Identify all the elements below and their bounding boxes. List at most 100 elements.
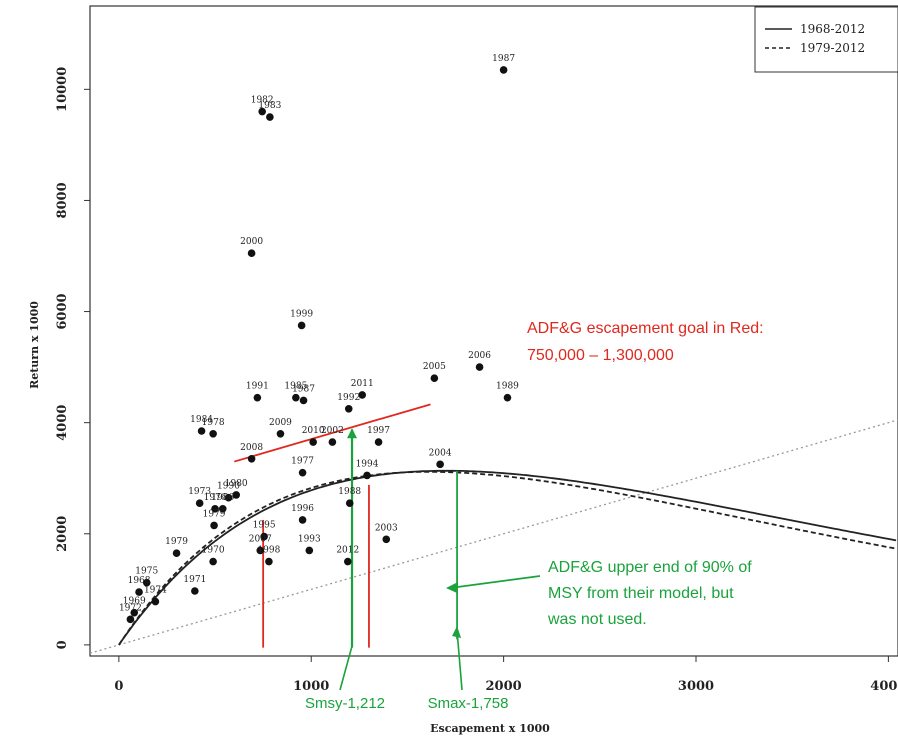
data-point [436, 460, 444, 469]
y-tick-label: 4000 [55, 405, 70, 441]
plot-frame [89, 5, 898, 657]
data-point [210, 521, 218, 530]
point-label: 2011 [351, 379, 374, 389]
data-point [265, 557, 273, 566]
point-label: 1973 [188, 487, 211, 497]
point-label: 1968 [128, 576, 151, 586]
data-point [345, 499, 354, 508]
x-tick-label: 0 [114, 679, 123, 694]
data-point [363, 471, 371, 480]
goal-annotation-line-2: 750,000 – 1,300,000 [527, 347, 674, 364]
data-point [297, 321, 306, 330]
y-tick-label: 6000 [55, 293, 70, 329]
point-label: 1997 [367, 426, 390, 436]
y-tick-label: 0 [55, 640, 70, 649]
x-tick-label: 4000 [870, 679, 898, 694]
data-point [299, 396, 308, 405]
point-label: 1990 [217, 482, 240, 492]
data-point [130, 608, 139, 617]
point-label: 1998 [257, 546, 280, 556]
legend-box [754, 6, 898, 73]
data-point [151, 597, 160, 606]
smax-label-arrowhead [452, 626, 462, 638]
data-point [253, 393, 262, 402]
point-label: 1985 [284, 382, 307, 392]
point-label: 1984 [190, 415, 213, 425]
smsy-arrowhead [347, 428, 358, 439]
smax-note-arrowhead [446, 582, 458, 593]
data-point [305, 546, 314, 555]
point-label: 1987 [292, 384, 315, 394]
point-label: 1972 [119, 603, 142, 613]
goal-tangent-line [234, 403, 431, 463]
y-axis-title: Return x 1000 [28, 301, 41, 389]
data-point [328, 438, 337, 446]
data-point [256, 546, 265, 555]
smsy-label-pointer [339, 645, 353, 691]
point-label: 1995 [253, 521, 276, 531]
data-point [247, 454, 256, 463]
legend-entry-1968-2012: 1968-2012 [800, 22, 865, 36]
data-point [232, 491, 241, 499]
data-point [224, 493, 233, 502]
y-tick-label: 2000 [55, 516, 70, 552]
goal-annotation-line-1: ADF&G escapement goal in Red: [527, 320, 764, 337]
data-point [499, 66, 508, 74]
y-tick-label: 10000 [55, 67, 70, 112]
data-point [211, 504, 219, 513]
point-label: 1980 [225, 479, 248, 489]
data-point [343, 557, 352, 566]
point-label: 1978 [202, 418, 225, 428]
data-point [430, 374, 439, 383]
point-label: 1979 [165, 537, 188, 547]
point-label: 2007 [249, 534, 272, 544]
point-label: 1989 [496, 382, 519, 392]
point-label: 2012 [336, 546, 359, 556]
data-point [260, 532, 268, 541]
curve-1979-2012 [118, 470, 897, 646]
point-label: 1974 [144, 586, 167, 596]
point-label: 1969 [123, 597, 146, 607]
point-label: 1983 [258, 101, 281, 111]
legend: 1968-2012 1979-2012 [754, 6, 898, 73]
smax-note-line-2: MSY from their model, but [548, 585, 734, 602]
point-label: 1991 [246, 382, 269, 392]
data-point [298, 468, 307, 477]
data-point [142, 578, 151, 587]
x-tick-label: 3000 [678, 679, 714, 694]
x-tick-label: 2000 [486, 679, 522, 694]
point-label: 1977 [291, 457, 314, 467]
data-point [309, 438, 317, 446]
point-label: 2004 [429, 448, 452, 458]
data-point [135, 588, 143, 596]
point-label: 1992 [337, 393, 360, 403]
point-label: 1982 [251, 96, 274, 106]
data-point [358, 391, 367, 399]
data-point [191, 587, 199, 595]
point-label: 1979 [203, 509, 226, 519]
point-label: 1996 [291, 504, 314, 514]
point-label: 2002 [321, 426, 344, 436]
data-point [172, 549, 181, 558]
data-point [344, 404, 353, 413]
point-label: 1993 [298, 534, 321, 544]
point-label: 2006 [468, 351, 491, 361]
data-point [475, 363, 484, 371]
smax-label-pointer [456, 630, 463, 691]
point-label: 2005 [423, 362, 446, 372]
data-point [258, 107, 266, 116]
data-point [382, 535, 391, 544]
point-label: 2009 [269, 418, 292, 428]
replacement-line [90, 419, 898, 654]
y-tick-label: 8000 [55, 182, 70, 218]
data-point [292, 393, 300, 402]
data-point [374, 438, 383, 446]
data-point [197, 427, 206, 435]
point-label: 2010 [302, 426, 325, 436]
point-label: 2003 [375, 523, 398, 533]
smsy-label: Smsy-1,212 [305, 695, 385, 712]
data-point [218, 504, 227, 513]
x-axis-title: Escapement x 1000 [430, 722, 550, 735]
